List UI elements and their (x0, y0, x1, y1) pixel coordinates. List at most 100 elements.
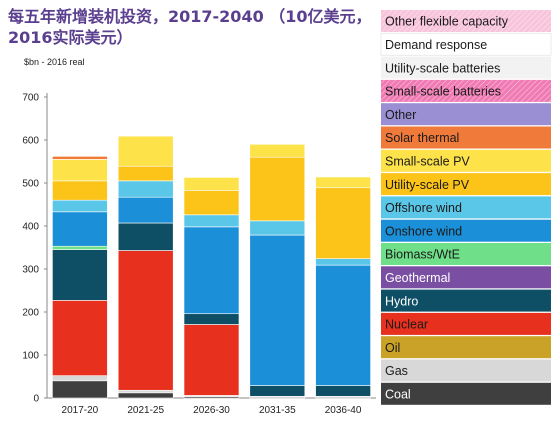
legend-item-oil: Oil (381, 336, 551, 359)
legend-label: Other (385, 108, 416, 122)
y-tick-label: 400 (22, 222, 39, 233)
legend-swatch (381, 196, 551, 219)
bar-segment-utility-scale-pv-2017-20 (52, 180, 108, 201)
bar-segment-gas-2017-20 (52, 375, 108, 382)
bar-segment-biomass-wte-2017-20 (52, 245, 108, 250)
bar-segment-hydro-2026-30 (183, 313, 240, 325)
y-tick-label: 700 (22, 93, 39, 104)
bar-segment-onshore-wind-2031-35 (249, 234, 306, 386)
legend-label: Other flexible capacity (385, 15, 509, 29)
bar-segment-utility-scale-pv-2036-40 (315, 187, 371, 259)
y-tick-label: 100 (22, 351, 39, 362)
legend-label: Biomass/WtE (385, 248, 460, 262)
legend-swatch (381, 243, 551, 265)
legend-item-nuclear: Nuclear (381, 312, 551, 335)
legend-swatch (380, 32, 552, 56)
chart-title-line-2: 2016实际美元） (8, 28, 133, 47)
legend-item-hydro: Hydro (381, 289, 551, 312)
bar-segment-small-scale-pv-2026-30 (183, 177, 240, 191)
legend-swatch (381, 56, 551, 79)
legend-swatch (381, 289, 551, 312)
legend-label: Offshore wind (385, 201, 462, 215)
bar-segment-coal-2021-25 (117, 392, 174, 399)
bar-segment-utility-scale-pv-2031-35 (249, 156, 306, 222)
y-tick-label: 600 (22, 136, 39, 147)
bar-segment-nuclear-2017-20 (52, 300, 108, 376)
bar-segment-gas-2021-25 (117, 389, 174, 394)
legend-item-utility-scale-pv: Utility-scale PV (381, 173, 551, 196)
bar-segment-coal-2017-20 (52, 380, 108, 399)
chart-title: 每五年新增装机投资，2017-2040 （10亿美元， 2016实际美元） (8, 6, 380, 48)
x-tick-label: 2031-35 (259, 405, 296, 416)
x-tick-label: 2036-40 (325, 405, 362, 416)
y-tick-label: 500 (22, 179, 39, 190)
legend-label: Gas (385, 364, 408, 378)
bar-segment-hydro-2036-40 (315, 385, 371, 397)
bar-segment-onshore-wind-2017-20 (52, 211, 108, 247)
bar-segment-nuclear-2026-30 (183, 324, 240, 396)
bar-segment-utility-scale-pv-2026-30 (183, 190, 240, 216)
legend-swatch (381, 359, 551, 382)
legend-label: Coal (385, 387, 411, 401)
legend-swatch (381, 382, 551, 405)
legend-label: Onshore wind (385, 224, 462, 238)
legend-label: Hydro (385, 294, 418, 308)
legend-item-other-flexible-capacity: Other flexible capacity (381, 10, 551, 32)
bar-segment-hydro-2021-25 (117, 222, 174, 251)
y-tick-label: 300 (22, 265, 39, 276)
unit-label: $bn - 2016 real (24, 57, 85, 67)
legend-label: Utility-scale batteries (385, 61, 500, 75)
y-tick-label: 200 (22, 308, 39, 319)
legend-item-small-scale-batteries: Small-scale batteries (381, 79, 551, 102)
bar-segment-offshore-wind-2031-35 (249, 220, 306, 236)
bar-segment-offshore-wind-2036-40 (315, 258, 371, 266)
legend-item-small-scale-pv: Small-scale PV (381, 149, 551, 172)
legend-swatch (381, 336, 551, 359)
legend-item-onshore-wind: Onshore wind (381, 219, 551, 242)
bar-segment-small-scale-pv-2036-40 (315, 176, 371, 189)
legend-label: Small-scale PV (385, 154, 470, 168)
legend-item-biomass-wte: Biomass/WtE (381, 243, 551, 265)
legend-item-gas: Gas (381, 359, 551, 382)
bar-segment-offshore-wind-2017-20 (52, 199, 108, 213)
legend: Other flexible capacity Demand response Ut… (380, 10, 552, 405)
legend-swatch (381, 173, 551, 196)
bar-segment-onshore-wind-2021-25 (117, 196, 174, 224)
legend-item-utility-scale-batteries: Utility-scale batteries (381, 56, 551, 79)
bar-segment-small-scale-pv-2017-20 (52, 159, 108, 182)
bar-segment-nuclear-2021-25 (117, 250, 174, 391)
x-tick-label: 2017-20 (62, 405, 99, 416)
bar-segment-small-scale-pv-2021-25 (117, 135, 174, 167)
legend-label: Demand response (385, 38, 487, 52)
chart-title-line-1: 每五年新增装机投资，2017-2040 （10亿美元， (8, 7, 372, 26)
legend-item-other: Other (381, 103, 551, 126)
legend-label: Oil (385, 341, 400, 355)
bar-segment-onshore-wind-2026-30 (183, 226, 240, 315)
legend-label: Nuclear (385, 318, 428, 332)
bar-segment-small-scale-pv-2031-35 (249, 144, 306, 158)
legend-swatch (381, 266, 551, 289)
x-tick-label: 2026-30 (193, 405, 230, 416)
legend-item-solar-thermal: Solar thermal (381, 126, 551, 149)
legend-label: Utility-scale PV (385, 178, 470, 192)
bar-segment-offshore-wind-2026-30 (183, 214, 240, 228)
bars (52, 135, 371, 399)
legend-swatch (381, 126, 551, 149)
bar-segment-solar-thermal-2017-20 (52, 156, 108, 160)
x-tick-label: 2021-25 (127, 405, 164, 416)
legend-swatch (381, 103, 551, 126)
bar-segment-utility-scale-pv-2021-25 (117, 165, 174, 182)
legend-swatch-hatch (381, 79, 551, 102)
bar-segment-offshore-wind-2021-25 (117, 180, 174, 198)
legend-item-coal: Coal (381, 382, 551, 405)
legend-item-geothermal: Geothermal (381, 266, 551, 289)
legend-item-offshore-wind: Offshore wind (381, 196, 551, 219)
bar-segment-onshore-wind-2036-40 (315, 264, 371, 386)
legend-item-demand-response: Demand response (380, 32, 552, 56)
legend-swatch (381, 219, 551, 242)
y-tick-label: 0 (33, 394, 39, 405)
bar-segment-hydro-2031-35 (249, 385, 306, 397)
legend-label: Small-scale batteries (385, 85, 501, 99)
legend-label: Geothermal (385, 271, 450, 285)
